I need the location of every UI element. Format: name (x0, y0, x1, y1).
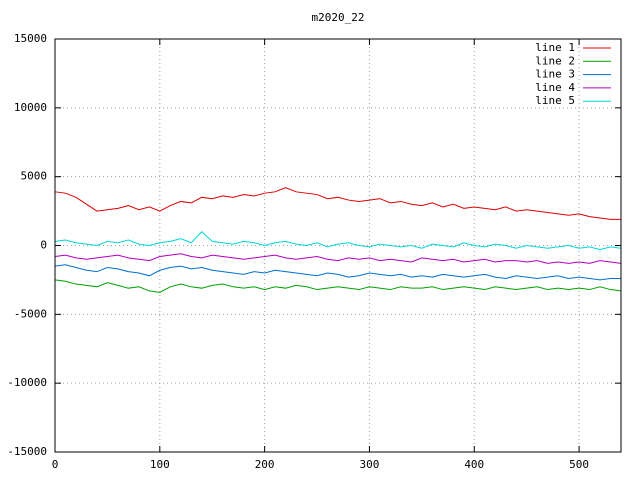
legend-label: line 1 (535, 41, 575, 54)
y-tick-label: 15000 (14, 32, 47, 45)
series-line (54, 231, 622, 251)
x-tick-label: 200 (255, 458, 275, 471)
legend-label: line 4 (535, 81, 575, 94)
y-tick-label: 10000 (14, 101, 47, 114)
x-tick-label: 300 (360, 458, 380, 471)
x-tick-label: 100 (150, 458, 170, 471)
series-line (54, 187, 621, 220)
y-tick-label: 5000 (21, 170, 48, 183)
series-line (54, 264, 621, 281)
x-tick-label: 0 (52, 458, 59, 471)
legend-label: line 5 (535, 94, 575, 107)
y-tick-label: -5000 (14, 307, 47, 320)
y-tick-label: -15000 (7, 445, 47, 458)
x-tick-label: 500 (569, 458, 589, 471)
series-line (54, 279, 622, 293)
x-tick-label: 400 (464, 458, 484, 471)
series-line (54, 253, 622, 264)
legend-label: line 3 (535, 68, 575, 81)
legend-label: line 2 (535, 54, 575, 67)
y-tick-label: 0 (40, 239, 47, 252)
y-tick-label: -10000 (7, 376, 47, 389)
chart-title: m2020_22 (312, 11, 365, 24)
plot-frame (54, 38, 622, 453)
